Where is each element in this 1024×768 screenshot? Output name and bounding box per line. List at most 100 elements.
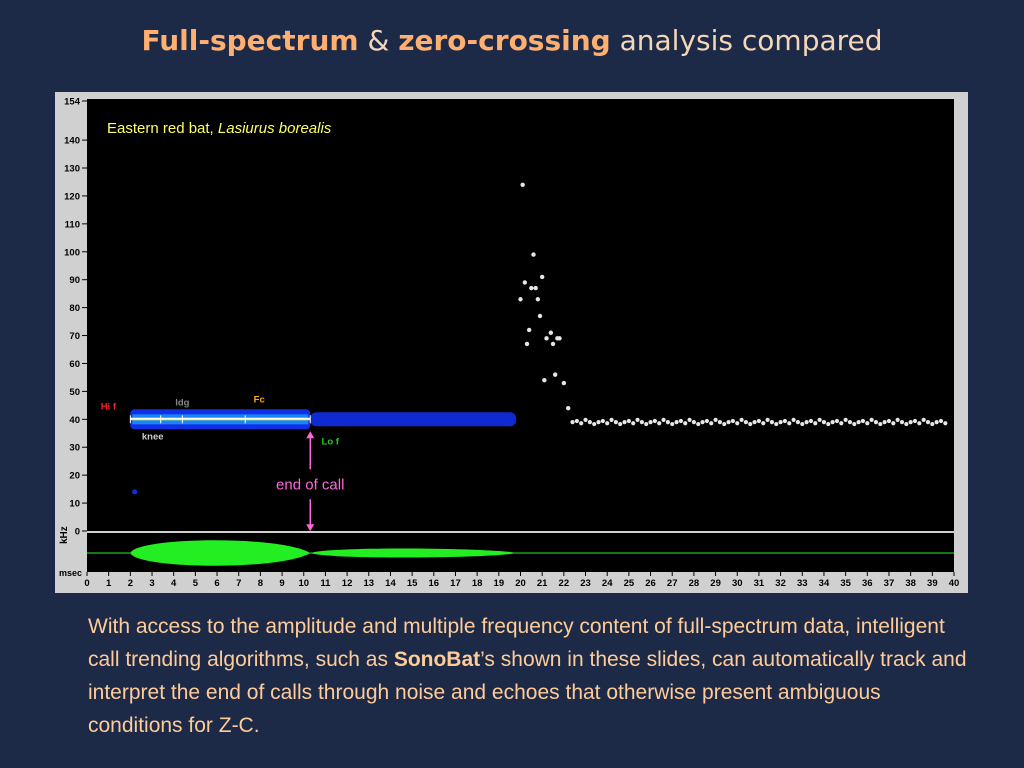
zero-crossing-tail-point: [678, 418, 683, 424]
zero-crossing-tail-point: [587, 420, 592, 425]
zero-crossing-point: [522, 280, 528, 285]
zero-crossing-tail-point: [639, 420, 644, 425]
zero-crossing-point: [552, 372, 558, 377]
x-tick-label: 9: [279, 578, 284, 589]
x-tick-label: 8: [258, 578, 263, 589]
x-tick-label: 13: [363, 578, 374, 589]
caption-brand-sonobat: SonoBat: [393, 648, 481, 671]
zero-crossing-tail-point: [691, 420, 697, 425]
zero-crossing-tail-point: [674, 420, 679, 425]
zero-crossing-tail-point: [925, 420, 931, 425]
zero-crossing-tail-point: [808, 418, 814, 424]
zero-crossing-tail-point: [583, 417, 588, 422]
zero-crossing-tail-point: [570, 420, 575, 425]
trend-marker-label: Fc: [254, 394, 265, 405]
zero-crossing-point: [535, 297, 541, 302]
x-tick-label: 4: [171, 578, 177, 589]
stray-noise-point: [132, 489, 138, 495]
x-tick-label: 24: [602, 578, 613, 589]
zero-crossing-tail-point: [908, 420, 913, 425]
zero-crossing-tail-point: [626, 418, 631, 424]
x-tick-label: 2: [128, 578, 133, 589]
zero-crossing-point: [526, 327, 532, 333]
zero-crossing-tail-point: [670, 421, 675, 427]
zero-crossing-tail-point: [752, 420, 757, 425]
trend-marker-label: ldg: [175, 397, 189, 408]
zero-crossing-tail-point: [579, 421, 584, 426]
title-rest: analysis compared: [610, 24, 883, 57]
x-tick-label: 15: [407, 578, 418, 589]
zero-crossing-tail-point: [882, 420, 887, 425]
zero-crossing-tail-point: [943, 421, 948, 426]
zero-crossing-point: [537, 313, 543, 319]
caption-text-end: ’s shown in these slides, can automatica…: [88, 648, 967, 737]
x-tick-label: 37: [884, 578, 895, 589]
x-tick-label: 14: [385, 578, 396, 589]
zero-crossing-tail-point: [613, 420, 618, 425]
title-ampersand: &: [358, 24, 399, 57]
x-tick-label: 0: [84, 578, 89, 589]
zero-crossing-tail-point: [787, 421, 792, 426]
call-waveform: [130, 540, 311, 566]
end-of-call-annotation: end of call: [276, 431, 344, 532]
zero-crossing-tail-point: [735, 421, 740, 426]
zero-crossing-tail-point: [609, 417, 614, 422]
zero-crossing-point: [524, 341, 530, 347]
x-tick-label: 10: [298, 578, 309, 589]
zero-crossing-tail-point: [657, 421, 662, 426]
zero-crossing-tail-point: [813, 421, 818, 426]
y-tick-label: 20: [69, 471, 80, 482]
zero-crossing-tail-point: [904, 421, 909, 427]
zero-crossing-tail-point: [891, 421, 896, 426]
title-full-spectrum: Full-spectrum: [141, 24, 359, 57]
zero-crossing-tail-point: [865, 421, 870, 426]
zero-crossing-tail-point: [631, 421, 636, 426]
zero-crossing-tail-point: [938, 418, 944, 424]
x-tick-label: 27: [667, 578, 678, 589]
zero-crossing-point: [548, 330, 554, 335]
zero-crossing-tail-point: [917, 421, 922, 426]
zero-crossing-point: [533, 285, 538, 291]
zero-crossing-tail-point: [648, 420, 653, 425]
zero-crossing-point: [518, 297, 523, 302]
x-tick-label: 23: [580, 578, 591, 589]
zero-crossing-tail-point: [852, 421, 857, 427]
zero-crossing-tail-point: [761, 421, 766, 426]
zero-crossing-tail-point: [821, 420, 827, 425]
y-tick-label: 70: [69, 331, 80, 342]
x-tick-label: 32: [775, 578, 786, 589]
y-tick-label: 40: [69, 415, 80, 426]
zero-crossing-point: [544, 336, 549, 341]
zero-crossing-tail-point: [696, 421, 701, 427]
y-tick-label: 100: [64, 247, 80, 258]
zero-crossing-tail-point: [774, 421, 779, 427]
zero-crossing-tail-point: [804, 420, 809, 425]
zero-crossing-tail-point: [839, 421, 844, 426]
zero-crossing-tail-point: [622, 420, 627, 425]
x-tick-label: 21: [537, 578, 548, 589]
x-tick-label: 1: [106, 578, 112, 589]
x-tick-label: 26: [645, 578, 656, 589]
zero-crossing-tail-point: [843, 417, 848, 422]
plot-area: [87, 99, 954, 531]
x-tick-label: 22: [559, 578, 570, 589]
zero-crossing-tail-point: [886, 418, 892, 424]
zero-crossing-tail-point: [921, 417, 926, 422]
y-tick-label: 154: [64, 97, 81, 108]
x-tick-label: 3: [149, 578, 154, 589]
zero-crossing-tail-point: [834, 418, 840, 424]
zero-crossing-tail-point: [873, 420, 879, 425]
x-tick-label: 5: [193, 578, 199, 589]
zero-crossing-tail-point: [899, 420, 905, 425]
species-scientific-name: Lasiurus borealis: [218, 120, 332, 137]
title-zero-crossing: zero-crossing: [398, 24, 611, 57]
zero-crossing-tail-point: [600, 418, 605, 424]
zero-crossing-point: [531, 252, 536, 257]
annotation-arrowhead-down: [306, 524, 315, 532]
x-tick-label: 18: [472, 578, 483, 589]
species-label: Eastern red bat, Lasiurus borealis: [107, 120, 332, 137]
y-tick-label: 140: [64, 136, 80, 147]
zero-crossing-tail-point: [769, 420, 775, 425]
slide-title: Full-spectrum & zero-crossing analysis c…: [0, 24, 1024, 57]
